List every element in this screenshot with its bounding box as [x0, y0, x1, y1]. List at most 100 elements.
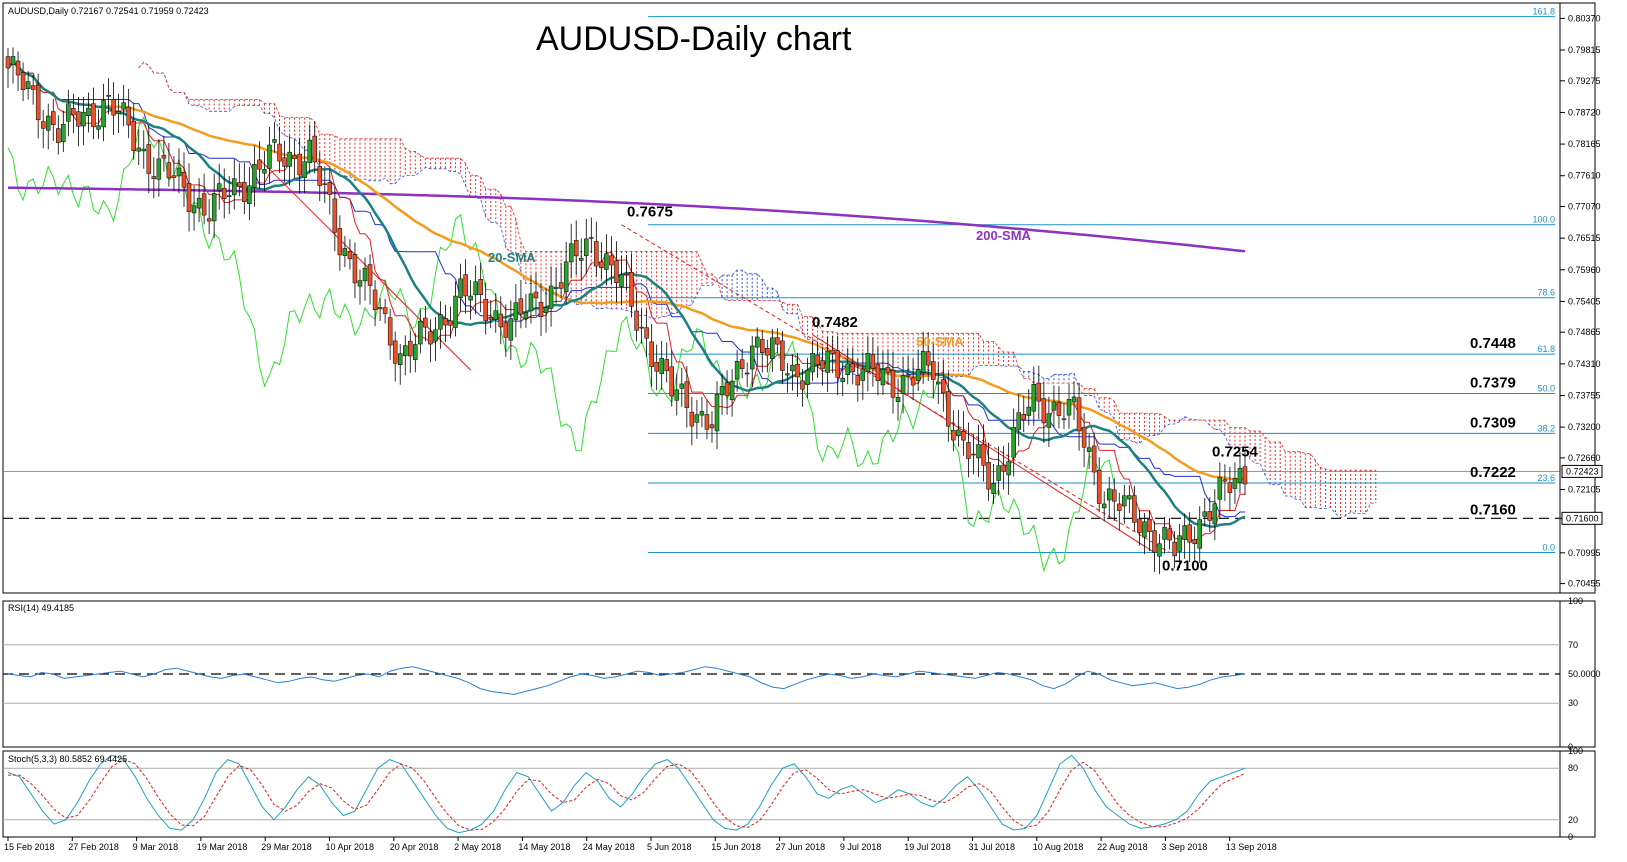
candle-body	[211, 193, 217, 222]
candle-body	[649, 341, 654, 367]
price-tick-label: 0.77070	[1568, 202, 1601, 212]
candle-body	[423, 317, 428, 328]
stoch-panel	[2, 750, 1596, 838]
candle-body	[448, 320, 453, 326]
candle-body	[619, 274, 624, 287]
candle-body	[1172, 541, 1177, 557]
candle-body	[709, 424, 715, 429]
candle-body	[1237, 467, 1243, 483]
price-tick-label: 0.72660	[1568, 453, 1601, 463]
candle-body	[1081, 426, 1087, 448]
candle-body	[1006, 461, 1011, 476]
candle-body	[206, 218, 212, 222]
price-annotation: 0.7100	[1162, 558, 1208, 575]
candle-body	[875, 364, 881, 381]
candle-body	[1101, 503, 1107, 509]
senkou-span-a	[138, 61, 1376, 519]
candle-body	[272, 139, 277, 143]
candle-body	[136, 147, 141, 152]
candle-body	[890, 369, 896, 398]
candle-body	[739, 359, 745, 369]
candle-body	[775, 337, 780, 345]
candle-body	[1127, 495, 1132, 500]
candle-body	[533, 291, 539, 299]
candle-body	[161, 154, 167, 159]
ichimoku-cloud	[138, 61, 1377, 519]
candle-body	[367, 264, 373, 286]
candle-body	[754, 336, 760, 348]
candle-body	[1016, 412, 1021, 430]
candle-body	[45, 115, 51, 131]
candle-body	[483, 298, 488, 322]
candle-body	[468, 295, 473, 301]
candle-body	[915, 369, 921, 381]
fib-level-label: 61.8	[1537, 344, 1555, 354]
candle-body	[111, 99, 116, 116]
candle-body	[71, 108, 76, 116]
candle-body	[729, 380, 735, 401]
candle-body	[795, 364, 800, 378]
candle-body	[815, 354, 820, 366]
candle-body	[956, 429, 961, 437]
candle-body	[714, 394, 720, 432]
candle-body	[966, 442, 971, 459]
senkou-span-b	[138, 61, 1376, 471]
candle-body	[870, 354, 876, 369]
candle-body	[704, 414, 710, 430]
chart-header: AUDUSD,Daily 0.72167 0.72541 0.71959 0.7…	[8, 6, 209, 16]
candle-body	[242, 181, 247, 202]
candle-body	[1076, 397, 1082, 432]
date-tick-label: 19 Mar 2018	[197, 842, 248, 852]
candle-body	[734, 361, 740, 380]
candle-body	[845, 363, 851, 375]
candle-body	[96, 125, 101, 130]
price-annotation: 0.7160	[1470, 501, 1516, 518]
candle-body	[171, 175, 177, 178]
candlesticks	[5, 47, 1248, 575]
candle-body	[10, 56, 16, 65]
candle-body	[81, 111, 86, 127]
candle-body	[282, 157, 287, 167]
candle-body	[765, 348, 770, 356]
rsi-level-label: 0	[1568, 742, 1573, 752]
candle-body	[770, 337, 775, 359]
candle-body	[402, 345, 408, 357]
price-tick-label: 0.74310	[1568, 359, 1601, 369]
candle-body	[840, 377, 845, 383]
candle-body	[126, 106, 131, 126]
candle-body	[1106, 488, 1112, 501]
candle-body	[438, 314, 443, 330]
candle-body	[1197, 519, 1202, 549]
candle-body	[599, 261, 604, 268]
candle-body	[1051, 401, 1057, 411]
price-tick-label: 0.74865	[1568, 327, 1601, 337]
candle-body	[443, 318, 448, 326]
date-tick-label: 27 Feb 2018	[68, 842, 119, 852]
candle-body	[151, 176, 157, 180]
candle-body	[699, 411, 705, 416]
candle-body	[1137, 518, 1142, 533]
candle-body	[392, 340, 398, 364]
candle-body	[1167, 528, 1172, 541]
price-tick-label: 0.76515	[1568, 233, 1601, 243]
candle-body	[503, 322, 509, 338]
candle-body	[1212, 503, 1218, 525]
candle-body	[961, 431, 966, 441]
candle-body	[664, 359, 669, 372]
candle-body	[1152, 530, 1157, 553]
fib-level-label: 161.8	[1532, 7, 1555, 17]
candle-body	[357, 280, 363, 287]
price-tick-label: 0.79275	[1568, 76, 1601, 86]
date-axis: 15 Feb 2018 27 Feb 2018 9 Mar 2018 19 Mar 2…	[4, 837, 1277, 852]
candle-body	[513, 302, 519, 320]
candle-body	[302, 161, 307, 178]
candle-body	[679, 383, 685, 389]
candle-body	[528, 293, 534, 312]
candle-body	[1232, 478, 1238, 489]
candle-body	[538, 302, 544, 318]
candle-body	[981, 443, 986, 466]
candle-body	[1242, 466, 1248, 485]
candle-body	[885, 367, 891, 373]
price-annotation: 0.7379	[1470, 374, 1516, 391]
candle-body	[488, 317, 493, 320]
